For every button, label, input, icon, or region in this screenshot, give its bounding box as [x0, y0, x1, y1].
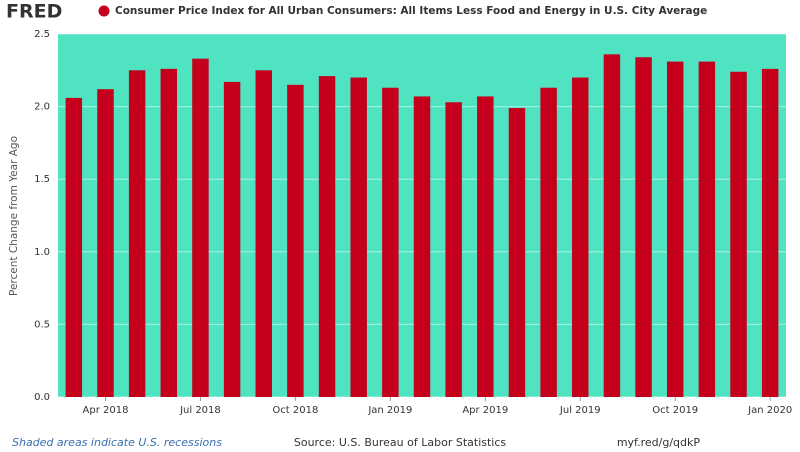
bar: [445, 102, 462, 397]
y-tick-label: 1.0: [34, 247, 50, 258]
x-tick-label: Apr 2018: [83, 405, 129, 416]
bar: [603, 54, 621, 397]
bar: [223, 81, 241, 397]
y-axis-label: Percent Change from Year Ago: [8, 136, 20, 296]
bar: [477, 96, 494, 397]
brand-logo: FRED: [6, 1, 62, 23]
x-tick-label: Oct 2018: [272, 405, 318, 416]
y-tick-label: 2.0: [34, 102, 50, 113]
bar: [730, 71, 747, 397]
bar: [192, 58, 209, 398]
recession-note: Shaded areas indicate U.S. recessions: [12, 436, 222, 449]
legend-swatch: [98, 5, 110, 17]
bar: [350, 77, 367, 397]
bar: [635, 57, 652, 398]
x-tick-label: Jan 2019: [367, 405, 412, 416]
y-tick-label: 1.5: [34, 174, 50, 185]
bar: [540, 87, 557, 397]
chart-title: Consumer Price Index for All Urban Consu…: [115, 5, 707, 17]
bar: [97, 89, 114, 398]
source: Source: U.S. Bureau of Labor Statistics: [294, 436, 507, 449]
bar: [255, 70, 272, 398]
bar: [666, 61, 684, 397]
x-tick-label: Apr 2019: [462, 405, 508, 416]
bar: [128, 70, 146, 398]
y-tick-label: 0.5: [34, 319, 50, 330]
bar: [160, 68, 178, 398]
bar: [382, 87, 399, 397]
bar: [65, 97, 83, 397]
bar: [413, 96, 431, 397]
bar: [572, 77, 589, 397]
y-tick-label: 0.0: [34, 392, 50, 403]
x-tick-label: Jul 2019: [559, 405, 601, 416]
bar: [698, 61, 716, 397]
link: myf.red/g/qdkP: [617, 436, 701, 449]
bar: [761, 68, 779, 398]
bar: [318, 76, 336, 397]
bar: [287, 84, 304, 397]
x-tick-label: Oct 2019: [652, 405, 698, 416]
bar: [508, 108, 526, 397]
y-tick-label: 2.5: [34, 29, 50, 40]
x-tick-label: Jul 2018: [179, 405, 221, 416]
x-tick-label: Jan 2020: [747, 405, 792, 416]
